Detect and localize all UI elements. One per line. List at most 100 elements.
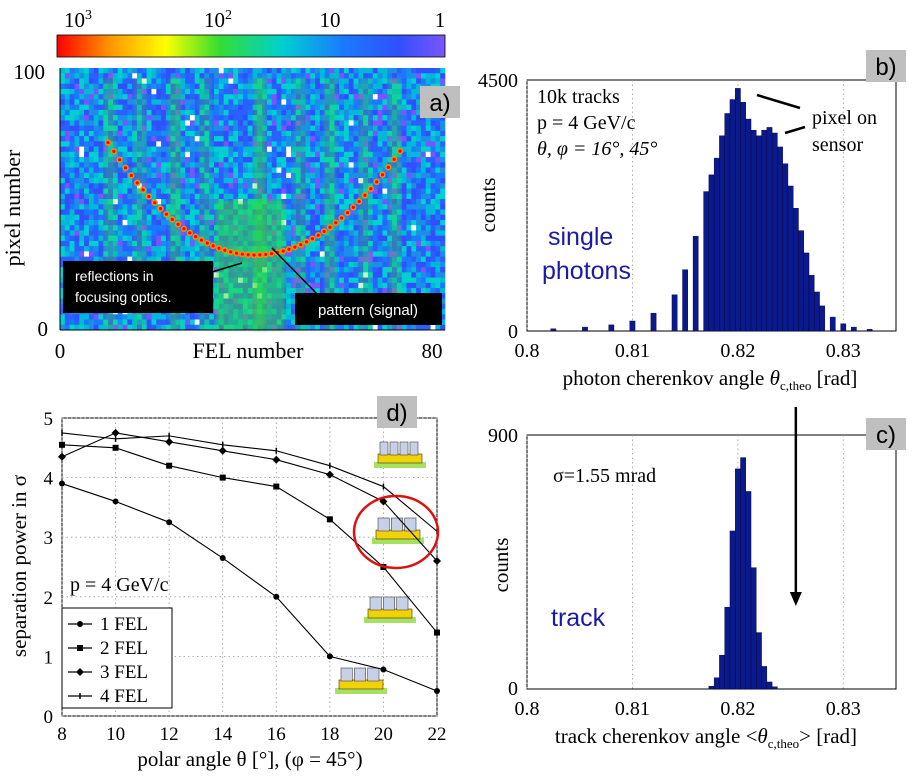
- heatmap-cell: [435, 267, 441, 273]
- heatmap-cell: [401, 141, 407, 147]
- badge-d-label: d): [386, 400, 407, 427]
- heatmap-cell: [440, 235, 446, 242]
- heatmap-cell: [266, 78, 273, 85]
- heatmap-cell: [276, 99, 282, 105]
- heatmap-cell: [161, 68, 167, 74]
- heatmap-cell: [435, 183, 441, 189]
- heatmap-cell: [440, 319, 446, 326]
- heatmap-cell: [185, 99, 191, 105]
- heatmap-cell: [151, 141, 157, 147]
- heatmap-cell: [238, 83, 244, 90]
- heatmap-cell: [286, 188, 292, 195]
- heatmap-cell: [266, 162, 273, 168]
- heatmap-cell: [363, 73, 369, 79]
- heatmap-cell: [411, 235, 417, 242]
- heatmap-cell: [416, 235, 422, 242]
- momentum-label: p = 4 GeV/c: [70, 574, 169, 596]
- heatmap-cell: [156, 314, 162, 320]
- heatmap-cell: [382, 136, 388, 142]
- heatmap-cell: [156, 251, 162, 257]
- heatmap-cell: [416, 230, 422, 236]
- signal-dot-core: [304, 240, 309, 244]
- heatmap-cell: [209, 83, 215, 90]
- heatmap-cell: [98, 115, 104, 121]
- heatmap-cell: [266, 146, 273, 153]
- heatmap-cell: [319, 204, 325, 210]
- heatmap-cell: [324, 73, 330, 79]
- heatmap-cell: [425, 277, 431, 284]
- heatmap-cell: [377, 267, 383, 273]
- heatmap-cell: [74, 130, 80, 137]
- heatmap-cell: [189, 157, 196, 163]
- heatmap-cell: [315, 267, 321, 273]
- heatmap-cell: [69, 99, 75, 105]
- heatmap-cell: [382, 178, 388, 184]
- heatmap-cell: [161, 235, 167, 242]
- heatmap-cell: [238, 88, 244, 95]
- heatmap-cell: [223, 99, 229, 105]
- heatmap-cell: [291, 261, 297, 268]
- heatmap-cell: [372, 230, 378, 236]
- heatmap-cell: [60, 172, 66, 179]
- heatmap-cell: [214, 73, 220, 79]
- heatmap-cell: [79, 214, 85, 221]
- heatmap-cell: [425, 272, 431, 278]
- heatmap-cell: [291, 199, 297, 205]
- heatmap-cell: [281, 146, 287, 153]
- heatmap-cell: [310, 209, 316, 216]
- heatmap-cell: [146, 225, 152, 231]
- heatmap-cell: [238, 162, 244, 168]
- heatmap-cell: [98, 256, 104, 263]
- heatmap-cell: [310, 272, 316, 278]
- sensor-icon-chip: [338, 679, 384, 690]
- heatmap-cell: [165, 130, 171, 137]
- heatmap-cell: [416, 162, 422, 168]
- heatmap-cell: [88, 68, 94, 74]
- heatmap-cell: [420, 141, 427, 147]
- heatmap-cell: [339, 115, 345, 121]
- heatmap-cell: [156, 83, 162, 90]
- reflection-core: [215, 200, 285, 330]
- heatmap-cell: [156, 115, 162, 121]
- heatmap-cell: [127, 314, 133, 320]
- heatmap-cell: [358, 73, 364, 79]
- d-ytick: 5: [44, 409, 54, 430]
- heatmap-cell: [339, 167, 345, 174]
- heatmap-cell: [286, 267, 292, 273]
- b-bar: [829, 316, 836, 332]
- heatmap-cell: [127, 178, 133, 184]
- heatmap-cell: [156, 99, 162, 105]
- heatmap-cell: [358, 68, 364, 74]
- heatmap-cell: [435, 272, 441, 278]
- heatmap-cell: [372, 235, 378, 242]
- heatmap-cell: [286, 251, 292, 257]
- heatmap-cell: [315, 214, 321, 221]
- d-xlabel: polar angle θ [°], (φ = 45°): [137, 747, 362, 771]
- heatmap-cell: [127, 141, 133, 147]
- heatmap-cell: [151, 68, 157, 74]
- heatmap-cell: [382, 256, 388, 263]
- heatmap-cell: [406, 225, 412, 231]
- heatmap-cell: [146, 235, 152, 242]
- heatmap-cell: [401, 256, 407, 263]
- heatmap-cell: [416, 261, 422, 268]
- heatmap-cell: [117, 183, 123, 189]
- heatmap-cell: [416, 167, 422, 174]
- signal-dot-core: [240, 252, 244, 256]
- signal-dot-core: [340, 216, 344, 220]
- heatmap-cell: [372, 204, 378, 210]
- heatmap-cell: [185, 193, 191, 200]
- heatmap-cell: [117, 141, 123, 147]
- heatmap-cell: [266, 178, 273, 184]
- d-xtick: 14: [213, 724, 233, 745]
- heatmap-cell: [93, 68, 99, 74]
- heatmap-cell: [343, 125, 350, 132]
- heatmap-cell: [305, 78, 311, 85]
- b-bar: [798, 230, 804, 332]
- heatmap-cell: [343, 188, 350, 195]
- heatmap-cell: [223, 78, 229, 85]
- heatmap-cell: [286, 193, 292, 200]
- heatmap-cell: [435, 120, 441, 126]
- heatmap-cell: [146, 240, 152, 247]
- signal-dot-core: [170, 217, 174, 221]
